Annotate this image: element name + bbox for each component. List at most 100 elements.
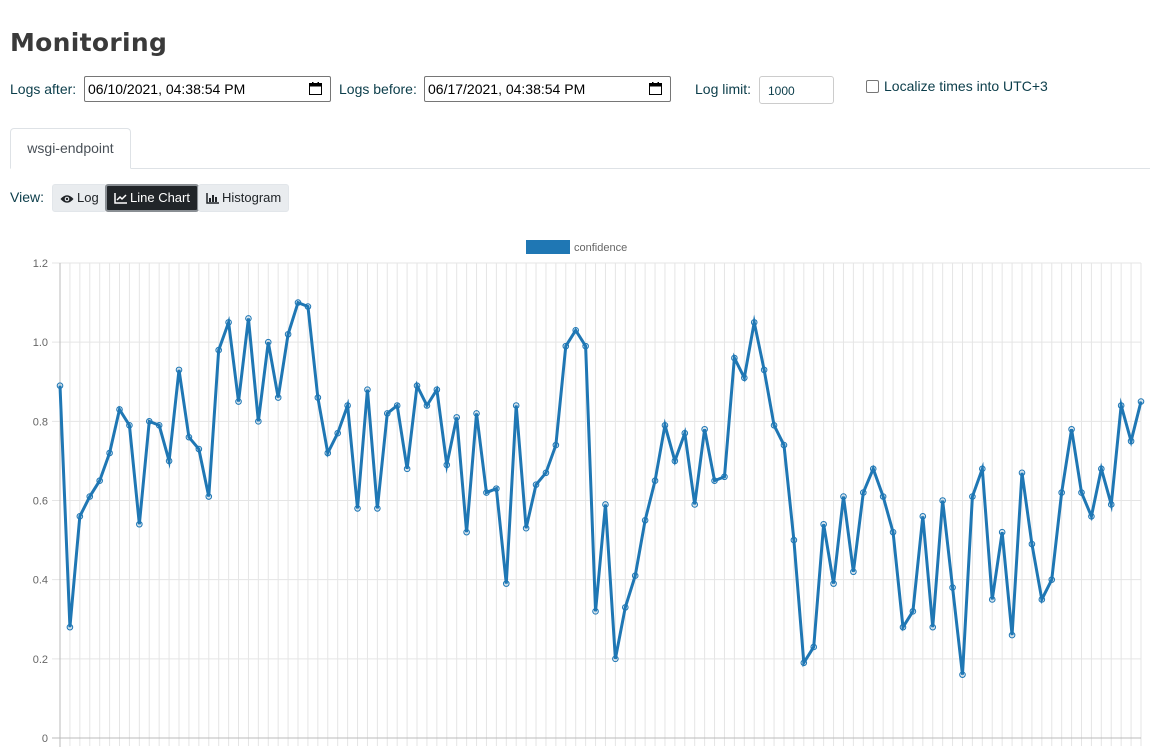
data-point bbox=[1048, 576, 1056, 583]
log-view-label: Log bbox=[77, 190, 99, 205]
data-point bbox=[780, 441, 788, 449]
y-tick-label: 0.4 bbox=[33, 575, 48, 587]
data-point bbox=[800, 659, 808, 667]
histogram-view-button[interactable]: Histogram bbox=[198, 184, 290, 212]
data-point bbox=[969, 493, 976, 500]
data-point bbox=[1008, 631, 1016, 639]
data-point bbox=[998, 528, 1006, 536]
localize-label[interactable]: Localize times into UTC+3 bbox=[884, 78, 1048, 94]
data-point bbox=[850, 568, 857, 576]
data-point bbox=[820, 520, 827, 528]
data-point bbox=[1078, 489, 1085, 496]
confidence-line bbox=[58, 300, 1143, 675]
data-point bbox=[939, 497, 946, 504]
chart-series bbox=[56, 299, 1145, 678]
localize-checkbox[interactable] bbox=[866, 80, 879, 93]
data-point bbox=[889, 528, 897, 536]
data-point bbox=[681, 429, 689, 437]
y-tick-label: 0.6 bbox=[33, 496, 48, 508]
legend-label: confidence bbox=[574, 242, 627, 254]
data-point bbox=[691, 501, 699, 508]
data-point bbox=[1028, 540, 1036, 548]
data-point bbox=[988, 596, 996, 603]
data-point bbox=[830, 580, 837, 587]
line-chart-view-button[interactable]: Line Chart bbox=[105, 184, 199, 212]
data-point bbox=[304, 303, 312, 310]
data-point bbox=[393, 402, 401, 409]
data-point bbox=[433, 386, 441, 393]
data-point bbox=[661, 421, 669, 429]
log-view-button[interactable]: Log bbox=[52, 184, 107, 212]
data-point bbox=[929, 623, 937, 631]
y-tick-label: 0 bbox=[42, 733, 48, 745]
data-point bbox=[106, 449, 113, 457]
data-point bbox=[909, 608, 917, 615]
data-point bbox=[354, 505, 361, 512]
data-point bbox=[383, 410, 391, 417]
data-point bbox=[264, 338, 272, 346]
data-point bbox=[215, 346, 222, 354]
data-point bbox=[750, 319, 758, 326]
data-point bbox=[155, 421, 163, 429]
data-point bbox=[860, 489, 867, 496]
logs-before-value: 06/17/2021, 04:38:54 PM bbox=[428, 81, 586, 97]
data-point bbox=[403, 465, 411, 473]
data-point bbox=[1127, 437, 1135, 445]
line-chart-icon bbox=[114, 193, 127, 204]
data-point bbox=[145, 418, 153, 425]
data-point bbox=[840, 493, 847, 500]
histogram-view-label: Histogram bbox=[222, 190, 282, 205]
data-point bbox=[899, 623, 907, 631]
calendar-icon[interactable] bbox=[309, 82, 322, 95]
data-point bbox=[423, 402, 431, 409]
data-point bbox=[284, 330, 292, 338]
data-point bbox=[195, 445, 203, 453]
data-point bbox=[512, 402, 520, 409]
data-point bbox=[810, 643, 818, 651]
data-point bbox=[592, 608, 599, 615]
data-point bbox=[185, 433, 193, 441]
data-point bbox=[721, 473, 728, 481]
chart-grid bbox=[52, 262, 1142, 746]
data-point bbox=[1137, 398, 1145, 405]
view-label: View: bbox=[10, 189, 44, 205]
data-point bbox=[869, 465, 877, 473]
page-title: Monitoring bbox=[10, 28, 168, 57]
tab-wsgi-endpoint[interactable]: wsgi-endpoint bbox=[10, 128, 131, 169]
data-point bbox=[334, 429, 341, 437]
data-point bbox=[1098, 465, 1105, 473]
data-point bbox=[731, 354, 738, 362]
line-chart: 0 0.2 0.4 0.6 0.8 1.0 1.2 confidence bbox=[33, 240, 1145, 747]
logs-before-input[interactable]: 06/17/2021, 04:38:54 PM bbox=[424, 76, 671, 102]
data-point bbox=[582, 342, 589, 350]
data-point bbox=[274, 394, 282, 401]
chart-legend: confidence bbox=[526, 240, 627, 254]
data-point bbox=[959, 671, 966, 678]
data-point bbox=[56, 382, 64, 390]
data-point bbox=[1117, 402, 1125, 409]
data-point bbox=[96, 477, 103, 485]
data-point bbox=[612, 655, 619, 663]
data-point bbox=[919, 513, 927, 520]
data-point bbox=[66, 623, 74, 631]
data-point bbox=[502, 580, 510, 587]
data-point bbox=[671, 457, 679, 465]
data-point bbox=[1107, 501, 1115, 508]
data-point bbox=[245, 315, 252, 322]
data-point bbox=[255, 418, 262, 425]
y-tick-label: 1.2 bbox=[33, 258, 48, 270]
y-tick-label: 1.0 bbox=[33, 337, 48, 349]
log-limit-label: Log limit: bbox=[695, 81, 752, 97]
data-point bbox=[532, 481, 540, 488]
data-point bbox=[770, 421, 778, 429]
data-point bbox=[165, 457, 173, 465]
logs-after-input[interactable]: 06/10/2021, 04:38:54 PM bbox=[84, 76, 331, 102]
data-point bbox=[542, 469, 550, 477]
calendar-icon[interactable] bbox=[649, 82, 662, 95]
data-point bbox=[483, 489, 490, 496]
data-point bbox=[175, 366, 183, 374]
data-point bbox=[225, 319, 232, 326]
log-limit-input[interactable]: 1000 bbox=[759, 76, 834, 104]
eye-icon bbox=[60, 195, 74, 203]
data-point bbox=[463, 528, 470, 536]
